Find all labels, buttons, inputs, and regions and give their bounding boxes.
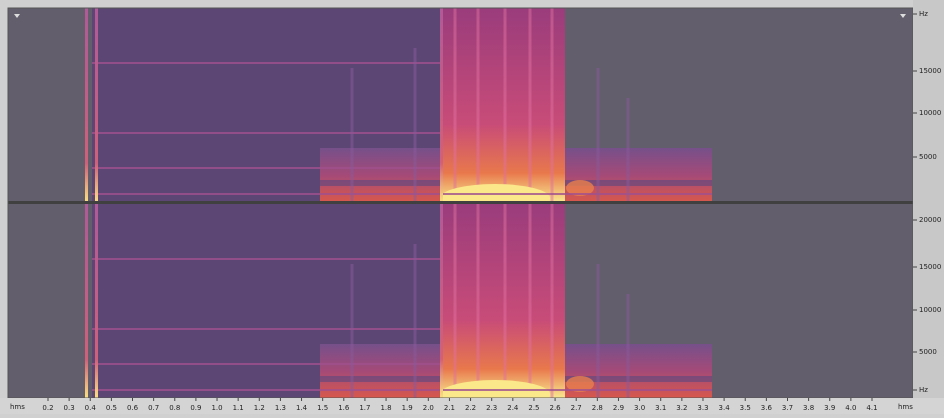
time-label: 4.1	[866, 404, 877, 412]
time-label: 2.7	[571, 404, 582, 412]
time-label: 2.6	[550, 404, 562, 412]
time-label: 3.0	[634, 404, 645, 412]
time-label: 1.2	[254, 404, 265, 412]
time-label: 1.7	[359, 404, 370, 412]
time-label: 1.1	[233, 404, 244, 412]
frequency-label: 10000	[919, 306, 941, 314]
frequency-label: Hz	[919, 10, 928, 18]
time-label: 1.8	[380, 404, 391, 412]
time-label: 1.9	[402, 404, 413, 412]
frequency-label: 15000	[919, 67, 941, 75]
time-label: 0.5	[106, 404, 117, 412]
frequency-ruler	[913, 0, 944, 398]
frequency-label: 10000	[919, 109, 941, 117]
time-label: 3.6	[761, 404, 773, 412]
time-label: 2.5	[528, 404, 539, 412]
time-label: 2.1	[444, 404, 455, 412]
time-label: 0.2	[42, 404, 53, 412]
time-label: 0.6	[127, 404, 139, 412]
time-label: 1.0	[211, 404, 222, 412]
spectral-view: hms hms 0.2 0.3 0.4 0.5 0.6 0.7 0.8 0.9 1.0 1.1 1.2 1…	[0, 0, 944, 414]
time-label: 4.0	[845, 404, 856, 412]
time-label: 3.7	[782, 404, 793, 412]
time-label: 2.2	[465, 404, 476, 412]
time-label: 0.3	[64, 404, 75, 412]
time-label: 2.3	[486, 404, 497, 412]
frequency-label: 15000	[919, 263, 941, 271]
channel-divider	[8, 201, 913, 204]
time-label: 0.8	[169, 404, 180, 412]
time-label: 1.6	[338, 404, 350, 412]
time-label: 3.5	[740, 404, 751, 412]
frequency-label: Hz	[919, 386, 928, 394]
time-unit: hms	[10, 403, 25, 411]
channel-spectrogram	[8, 204, 913, 408]
time-label: 3.9	[824, 404, 835, 412]
time-label: 3.1	[655, 404, 666, 412]
frequency-label: 20000	[919, 216, 941, 224]
frequency-label: 5000	[919, 153, 937, 161]
time-label: 3.2	[676, 404, 687, 412]
time-label: 2.0	[423, 404, 434, 412]
time-label: 3.3	[697, 404, 708, 412]
time-label: 2.8	[592, 404, 603, 412]
channel-spectrogram	[8, 8, 913, 212]
time-label: 1.3	[275, 404, 286, 412]
frequency-label: 5000	[919, 348, 937, 356]
time-label: 2.4	[507, 404, 519, 412]
time-unit: hms	[898, 403, 913, 411]
time-label: 1.4	[296, 404, 308, 412]
time-label: 1.5	[317, 404, 328, 412]
time-label: 0.9	[190, 404, 201, 412]
time-label: 0.4	[85, 404, 97, 412]
time-label: 3.4	[719, 404, 731, 412]
time-label: 0.7	[148, 404, 159, 412]
time-label: 3.8	[803, 404, 814, 412]
time-label: 2.9	[613, 404, 624, 412]
